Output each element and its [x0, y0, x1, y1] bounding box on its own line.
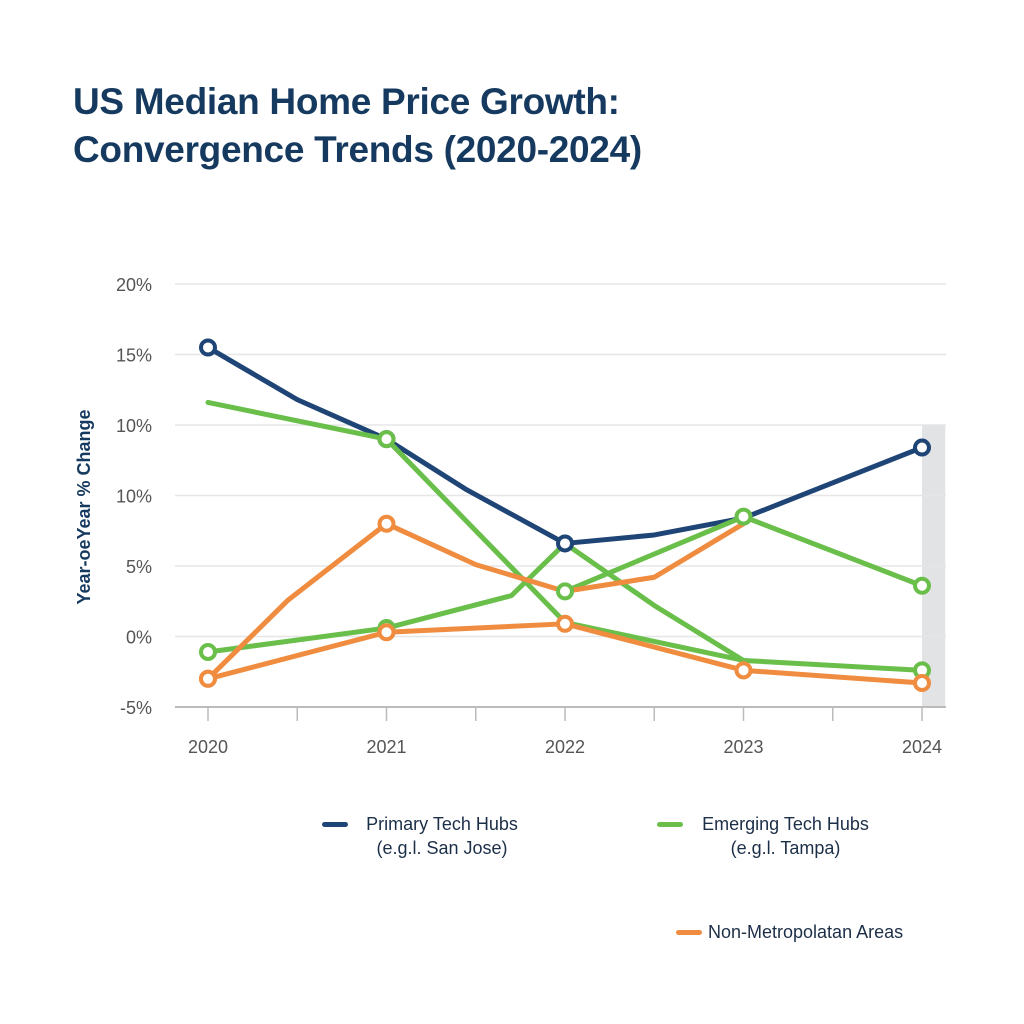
legend-primary: Primary Tech Hubs (e.g.l. San Jose) [352, 812, 532, 860]
chart-title: US Median Home Price Growth: Convergence… [73, 78, 642, 174]
legend-primary-line2: (e.g.l. San Jose) [376, 838, 508, 858]
chart-title-line-1: US Median Home Price Growth: [73, 81, 620, 122]
x-tick-label: 2023 [723, 737, 763, 757]
y-tick-label: 20% [116, 275, 152, 295]
legend-nonmetro-line1: Non-Metropolatan Areas [708, 922, 904, 942]
data-point-0 [199, 338, 217, 357]
x-tick-label: 2024 [902, 737, 942, 757]
y-tick-label: 0% [126, 628, 152, 648]
y-tick-label: 10% [116, 416, 152, 436]
x-tick-label: 2021 [366, 737, 406, 757]
data-point-5 [734, 661, 753, 680]
y-tick-label: 15% [116, 346, 152, 366]
legend-primary-line1: Primary Tech Hubs [366, 814, 518, 834]
y-tick-label: 5% [126, 557, 152, 577]
series-line-0 [205, 344, 925, 546]
data-point-1 [377, 430, 396, 449]
legend-swatch-nonmetro [676, 930, 702, 935]
y-tick-label: 10% [116, 487, 152, 507]
y-tick-label: -5% [120, 698, 152, 718]
x-tick-label: 2022 [545, 737, 585, 757]
chart-title-line-2: Convergence Trends (2020-2024) [73, 129, 642, 170]
data-point-5 [377, 623, 396, 642]
data-point-0 [913, 438, 931, 457]
data-point-4 [377, 514, 396, 533]
legend-swatch-emerging [657, 822, 683, 827]
data-point-2 [199, 643, 217, 662]
legend-emerging: Emerging Tech Hubs (e.g.l. Tampa) [688, 812, 883, 860]
legend-emerging-line2: (e.g.l. Tampa) [730, 838, 841, 858]
data-point-3 [913, 576, 931, 595]
y-axis-label: Year-oeYear % Change [74, 409, 94, 604]
series-line-4 [205, 521, 746, 682]
data-point-0 [556, 534, 574, 553]
data-point-5 [556, 614, 574, 633]
data-point-5 [913, 674, 931, 693]
x-tick-label: 2020 [188, 737, 228, 757]
data-point-3 [734, 507, 753, 526]
data-point-5 [199, 669, 217, 688]
series-line-2 [205, 540, 746, 663]
data-point-3 [556, 582, 574, 601]
legend-emerging-line1: Emerging Tech Hubs [702, 814, 869, 834]
legend-swatch-primary [322, 822, 348, 827]
legend-nonmetro: Non-Metropolatan Areas [708, 920, 903, 944]
